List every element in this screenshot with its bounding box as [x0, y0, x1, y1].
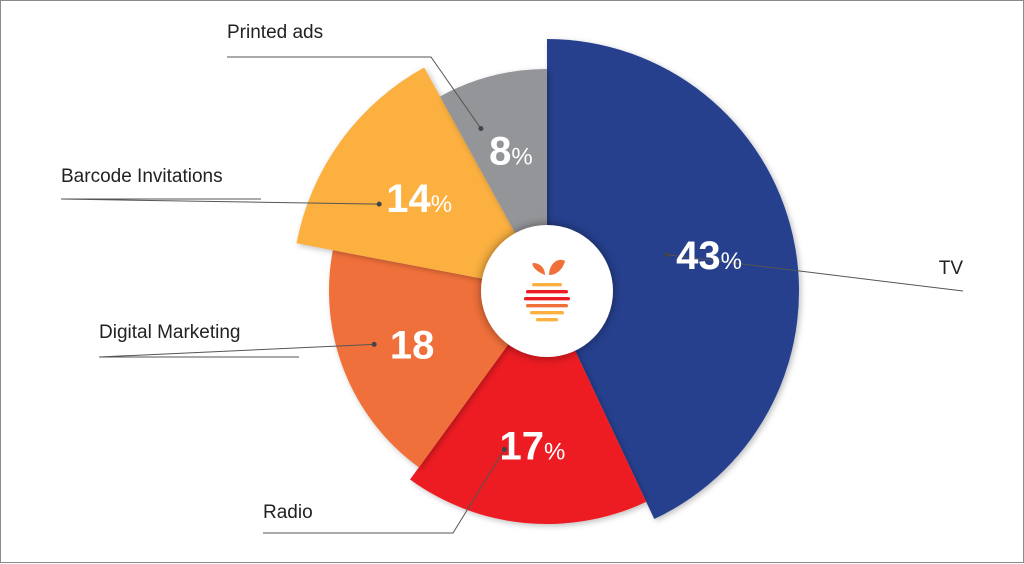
value-label-printed-ads: 8%: [489, 130, 533, 174]
leader-line-digital-marketing: [98, 343, 375, 358]
center-hole: [481, 225, 613, 357]
leader-dot-radio: [501, 446, 507, 452]
slice-tv: [547, 39, 800, 520]
apple-logo-icon: [524, 259, 570, 322]
leader-line-printed-ads: [227, 56, 482, 129]
leader-line-barcode-invitations: [60, 198, 380, 205]
category-label-barcode-invitations: Barcode Invitations: [61, 166, 223, 187]
category-label-printed-ads: Printed ads: [227, 22, 323, 43]
category-label-tv: TV: [939, 258, 964, 279]
leader-line-radio: [263, 449, 505, 534]
leader-line-tv: [666, 254, 964, 292]
value-label-barcode-invitations: 14%: [386, 177, 452, 221]
slice-barcode-invitations: [296, 67, 547, 291]
category-label-radio: Radio: [263, 502, 313, 523]
leader-dot-printed-ads: [478, 126, 484, 132]
value-label-digital-marketing: 18: [390, 323, 435, 367]
leader-dot-digital-marketing: [371, 341, 377, 347]
slices-group: [296, 39, 800, 524]
value-labels-group: 43% 17% 18 14% 8%: [386, 130, 742, 469]
slice-radio: [410, 291, 647, 524]
leader-dot-barcode-invitations: [376, 201, 382, 207]
leader-dot-tv: [664, 252, 670, 258]
category-label-digital-marketing: Digital Marketing: [99, 322, 241, 343]
category-labels-group: TV Radio Digital Marketing Barcode Invitati…: [61, 22, 963, 523]
leader-lines-group: [60, 56, 964, 534]
value-label-radio: 17%: [499, 424, 565, 468]
value-label-tv: 43%: [676, 234, 742, 278]
